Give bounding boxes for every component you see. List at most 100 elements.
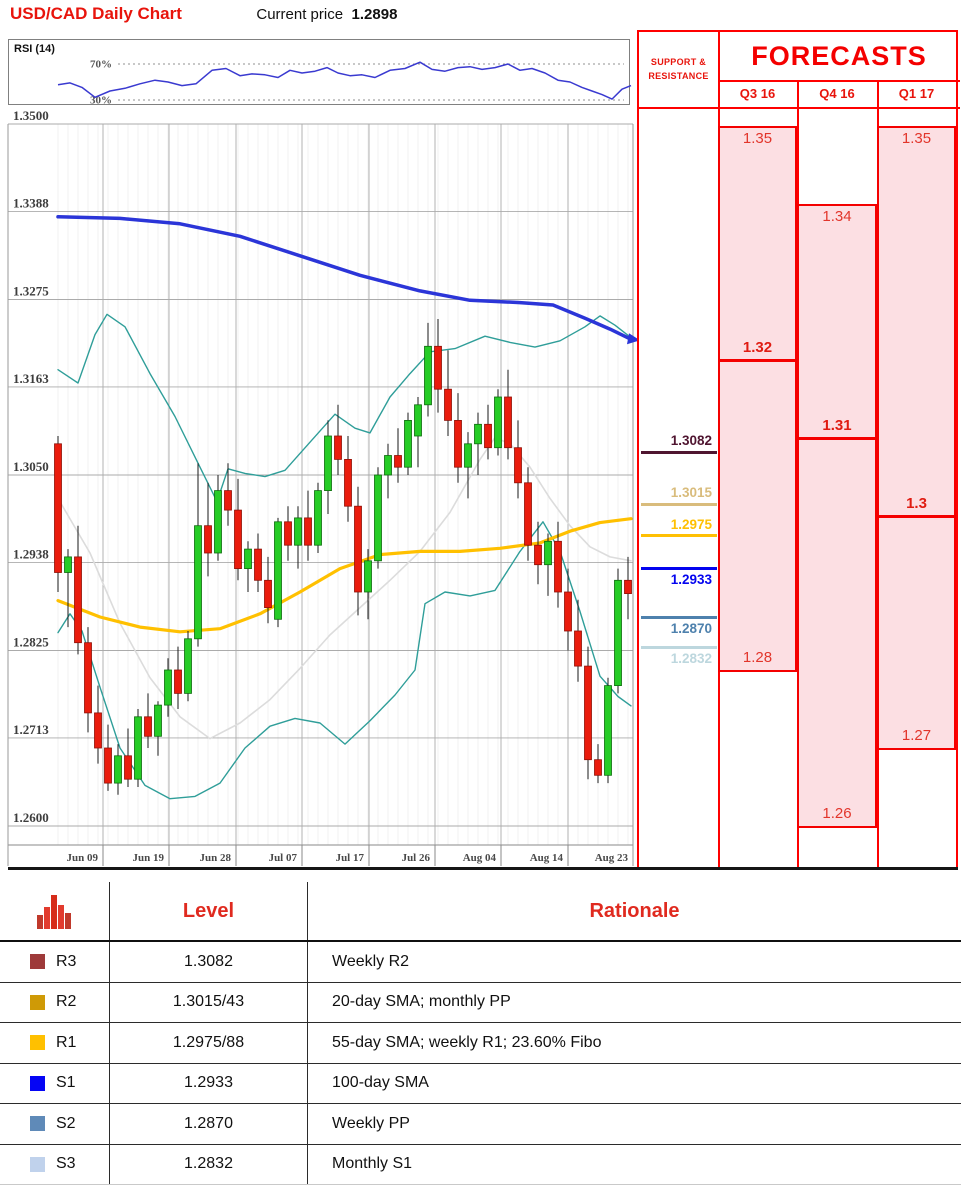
level-id: S1: [56, 1074, 76, 1092]
forecasts-title: FORECASTS: [751, 40, 927, 71]
table-row-r2: R2 1.3015/43 20-day SMA; monthly PP: [0, 982, 961, 1023]
level-id-cell: S1: [0, 1063, 110, 1103]
candle: [604, 685, 612, 776]
support-resistance-label: 1.2832: [670, 651, 712, 666]
y-axis-label: 1.3050: [13, 459, 49, 474]
bollinger-upper-line: [57, 313, 632, 503]
rationale-text: 55-day SMA; weekly R1; 23.60% Fibo: [332, 1033, 602, 1051]
level-value-cell: 1.2832: [110, 1144, 308, 1184]
forecast-low-label: 1.28: [742, 649, 773, 666]
y-axis-label: 1.3388: [13, 195, 49, 210]
panel-divider: [639, 107, 960, 109]
candle: [304, 517, 312, 546]
support-resistance-line: [641, 450, 717, 454]
candle: [264, 579, 272, 608]
current-price-label: Current price: [256, 6, 344, 23]
sma200-arrowhead: [627, 333, 640, 345]
support-resistance-header: SUPPORT & RESISTANCE: [639, 32, 718, 107]
level-marker: [30, 954, 45, 970]
y-axis-label: 1.2825: [13, 635, 49, 650]
forecast-mid-line: [718, 359, 797, 362]
candle: [564, 591, 572, 632]
forecast-high-label: 1.35: [901, 130, 932, 147]
candle: [154, 704, 162, 737]
level-value: 1.2832: [184, 1155, 233, 1173]
candle: [224, 490, 232, 511]
levels-table-icon-cell: [0, 882, 110, 940]
level-id: R3: [56, 952, 77, 970]
forecast-mid-line: [877, 515, 956, 518]
level-value-cell: 1.3015/43: [110, 982, 308, 1022]
level-value-cell: 1.3082: [110, 942, 308, 982]
level-marker: [30, 1116, 45, 1132]
x-axis-label: Aug 04: [463, 852, 497, 864]
rationale-cell: 55-day SMA; weekly R1; 23.60% Fibo: [308, 1023, 961, 1063]
rsi-panel-border: [8, 39, 630, 105]
page-title: USD/CAD Daily Chart: [10, 4, 182, 23]
candle: [354, 505, 362, 593]
sma200-line: [56, 215, 633, 342]
y-axis-label: 1.2938: [13, 546, 49, 561]
level-id-cell: S2: [0, 1104, 110, 1144]
support-resistance-line: [641, 615, 717, 619]
forecast-box-q3-16: [718, 126, 797, 672]
candle: [434, 345, 442, 390]
bollinger-lower-line: [57, 521, 632, 800]
support-resistance-label: 1.2870: [670, 621, 712, 637]
rationale-text: Weekly PP: [332, 1114, 410, 1132]
candle: [374, 474, 382, 562]
levels-table: Level Rationale R3 1.3082 Weekly R2 R2 1…: [0, 882, 961, 1185]
rationale-cell: 100-day SMA: [308, 1064, 961, 1104]
rsi-threshold-label: 70%: [90, 59, 112, 71]
support-resistance-header-line1: SUPPORT &: [650, 57, 707, 67]
rationale-cell: Weekly R2: [308, 942, 961, 982]
y-axis-label: 1.3163: [13, 371, 49, 386]
header: USD/CAD Daily Chart Current price 1.2898: [10, 4, 397, 30]
forecast-panel: SUPPORT & RESISTANCE FORECASTS Q3 16 Q4 …: [637, 30, 960, 869]
quarter-header-q4-16: Q4 16: [819, 86, 855, 101]
x-axis-label: Aug 23: [595, 852, 629, 864]
level-marker: [30, 1075, 45, 1091]
support-resistance-header-line2: RESISTANCE: [648, 70, 709, 81]
candle: [274, 521, 282, 620]
candle: [314, 490, 322, 546]
table-row-s3: S3 1.2832 Monthly S1: [0, 1144, 961, 1185]
forecast-high-label: 1.35: [742, 130, 773, 147]
candle: [504, 396, 512, 449]
candle: [344, 458, 352, 507]
candle: [484, 423, 492, 449]
candle: [324, 435, 332, 491]
forecast-mid-label: 1.31: [822, 417, 852, 434]
rationale-text: Monthly S1: [332, 1155, 413, 1173]
rationale-cell: 20-day SMA; monthly PP: [308, 983, 961, 1023]
candle: [214, 490, 222, 554]
level-id-cell: R2: [0, 982, 110, 1022]
level-marker: [30, 1156, 45, 1172]
candle: [364, 560, 372, 593]
table-row-s1: S1 1.2933 100-day SMA: [0, 1063, 961, 1104]
candlestick-chart: RSI (14)70%30%1.35001.33881.32751.31631.…: [7, 39, 640, 866]
candle: [114, 755, 122, 784]
candle: [164, 669, 172, 706]
rationale-cell: Weekly PP: [308, 1104, 961, 1144]
candle: [534, 544, 542, 566]
forecast-low-label: 1.27: [901, 727, 932, 744]
candle: [444, 388, 452, 421]
level-marker: [30, 994, 45, 1010]
current-price-value: 1.2898: [351, 6, 398, 23]
forecast-box-q1-17: [877, 126, 956, 750]
candle: [254, 548, 262, 581]
forecast-high-label: 1.34: [822, 208, 852, 225]
candle: [594, 759, 602, 776]
candle: [174, 669, 182, 694]
level-id-cell: R1: [0, 1023, 110, 1063]
candle: [234, 509, 242, 570]
candle: [204, 525, 212, 554]
candle: [574, 630, 582, 667]
x-axis-label: Jul 07: [269, 852, 298, 864]
level-id: R2: [56, 993, 77, 1011]
rationale-text: 20-day SMA; monthly PP: [332, 993, 511, 1011]
support-resistance-label: 1.2933: [670, 572, 712, 588]
candle: [544, 540, 552, 566]
